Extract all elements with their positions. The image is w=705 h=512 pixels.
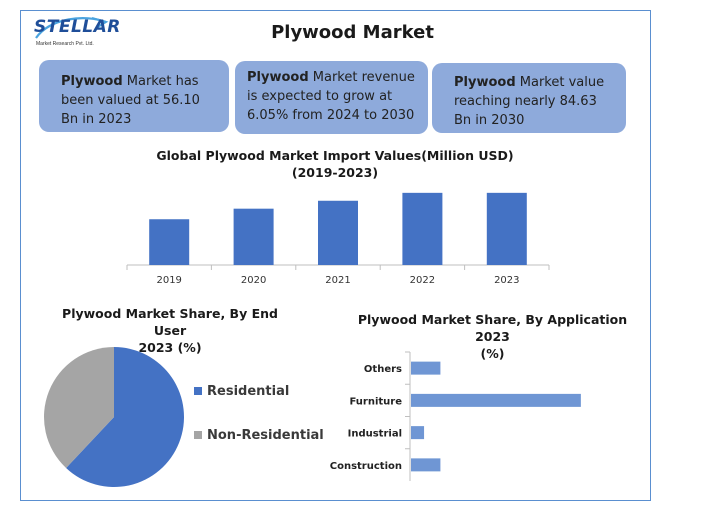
application-chart-subtitle: (%) — [480, 346, 505, 361]
import-chart-title: Global Plywood Market Import Values(Mill… — [150, 147, 520, 181]
card-text: Market revenue is expected to grow at 6.… — [247, 70, 415, 123]
import-chart-subtitle: (2019-2023) — [291, 165, 379, 180]
application-chart-title-text: Plywood Market Share, By Application 202… — [357, 312, 628, 344]
legend-label: Non-Residential — [207, 427, 324, 443]
infographic-frame — [20, 10, 651, 501]
application-chart-title: Plywood Market Share, By Application 202… — [350, 311, 635, 362]
legend-swatch — [194, 387, 202, 395]
stat-card-forecast: Plywood Market value reaching nearly 84.… — [432, 63, 626, 133]
card-bold: Plywood — [61, 74, 123, 89]
card-bold: Plywood — [247, 70, 309, 85]
card-text: Market value reaching nearly 84.63 Bn in… — [454, 75, 605, 128]
logo-tagline: Market Research Pvt. Ltd. — [36, 41, 94, 47]
stellar-logo: STELLAR Market Research Pvt. Ltd. — [30, 14, 120, 52]
page-title: Plywood Market — [271, 22, 434, 43]
legend-label: Residential — [207, 383, 290, 399]
legend-item-non-residential: Non-Residential — [194, 424, 324, 446]
legend-swatch — [194, 431, 202, 439]
import-chart-title-text: Global Plywood Market Import Values(Mill… — [156, 148, 514, 163]
enduser-chart-title-text: Plywood Market Share, By End User — [62, 306, 278, 338]
stat-card-growth: Plywood Market revenue is expected to gr… — [235, 61, 428, 134]
logo-name: STELLAR — [34, 17, 121, 37]
logo-swoosh-icon — [35, 17, 109, 39]
enduser-chart-subtitle: 2023 (%) — [138, 340, 202, 355]
legend-item-residential: Residential — [194, 380, 324, 402]
stat-card-valuation: Plywood Market has been valued at 56.10 … — [39, 60, 229, 132]
enduser-chart-title: Plywood Market Share, By End User 2023 (… — [50, 305, 290, 356]
pie-legend: Residential Non-Residential — [194, 380, 324, 468]
card-text: Market has been valued at 56.10 Bn in 20… — [61, 74, 200, 127]
card-bold: Plywood — [454, 75, 516, 90]
